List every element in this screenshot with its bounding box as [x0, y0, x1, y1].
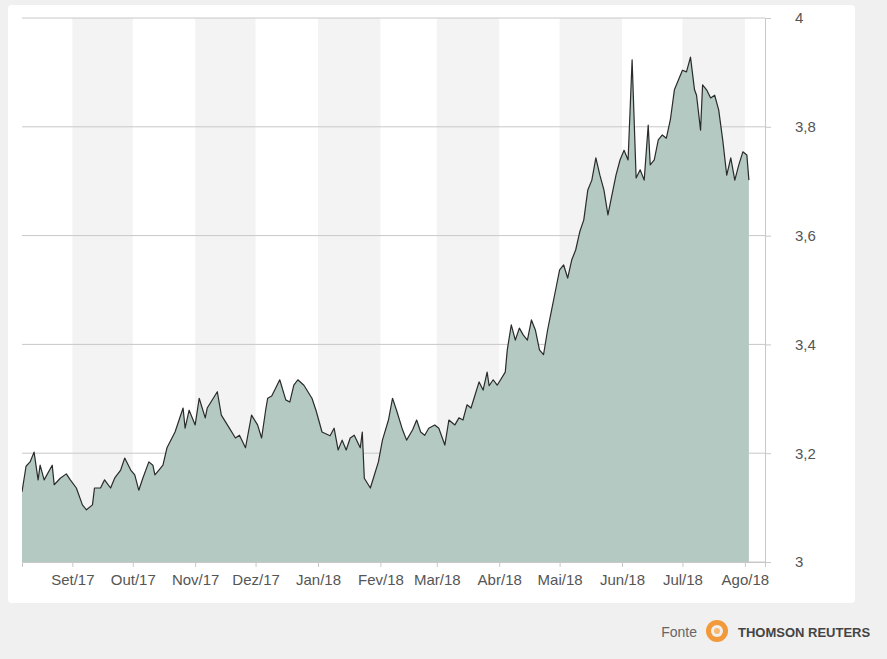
source-name: THOMSON REUTERS [738, 625, 871, 640]
x-tick-label: Nov/17 [172, 571, 220, 588]
x-tick-label: Set/17 [51, 571, 94, 588]
x-tick-label: Jun/18 [600, 571, 645, 588]
x-tick: Dez/17 [232, 562, 280, 588]
chart: Set/17 Out/17 Nov/17 Dez/17 Jan/18 Fev/18 Mar/… [0, 0, 887, 659]
x-tick-mark [380, 562, 381, 567]
y-tick: 3,8 [765, 118, 816, 135]
x-tick-mark [560, 562, 561, 567]
x-tick: Mai/18 [538, 562, 583, 588]
y-tick-mark [765, 562, 771, 563]
x-tick-label: Jan/18 [296, 571, 341, 588]
x-tick-mark [318, 562, 319, 567]
x-tick: Jul/18 [663, 562, 703, 588]
card [8, 5, 855, 603]
x-tick: Mar/18 [414, 562, 461, 588]
x-tick: Fev/18 [358, 562, 404, 588]
y-tick-label: 3,6 [795, 227, 816, 244]
source-label: Fonte [661, 624, 697, 640]
source: Fonte THOMSON REUTERS [661, 620, 870, 642]
x-axis-line [23, 563, 766, 568]
grid-line [22, 18, 765, 19]
x-tick-label: Dez/17 [232, 571, 280, 588]
y-tick-mark [765, 18, 771, 19]
plot-area [22, 57, 749, 562]
y-tick-mark [765, 127, 771, 128]
x-tick-label: Out/17 [111, 571, 156, 588]
x-tick: Nov/17 [172, 562, 220, 588]
source-logo [706, 620, 728, 642]
x-tick-label: Mar/18 [414, 571, 461, 588]
x-tick: Set/17 [51, 562, 94, 588]
line [22, 57, 749, 510]
x-tick-label: Abr/18 [478, 571, 522, 588]
x-tick-mark [437, 562, 438, 567]
y-tick: 4 [765, 9, 803, 26]
x-tick-label: Fev/18 [358, 571, 404, 588]
x-tick: Abr/18 [478, 562, 522, 588]
y-tick: 3,2 [765, 445, 816, 462]
x-axis: Set/17 Out/17 Nov/17 Dez/17 Jan/18 Fev/18 Mar/… [23, 562, 770, 588]
y-tick-label: 3,8 [795, 118, 816, 135]
grid [22, 18, 765, 562]
x-tick-mark [256, 562, 257, 567]
page-background [0, 0, 887, 659]
y-tick-label: 3,2 [795, 445, 816, 462]
x-tick-mark [195, 562, 196, 567]
y-tick-label: 4 [795, 9, 803, 26]
logo-hole [711, 625, 723, 637]
x-tick-mark [682, 562, 683, 567]
y-axis: 3 3,2 3,4 3,6 3,8 4 [765, 9, 816, 570]
area [22, 57, 749, 562]
x-tick-mark [745, 562, 746, 567]
x-tick-label: Mai/18 [538, 571, 583, 588]
grid-line [22, 126, 765, 127]
y-tick: 3,6 [765, 227, 816, 244]
y-tick-label: 3,4 [795, 336, 816, 353]
x-tick: Ago/18 [722, 562, 770, 588]
x-tick-mark [133, 562, 134, 567]
x-tick-mark [622, 562, 623, 567]
y-tick: 3,4 [765, 336, 816, 353]
x-tick: Jun/18 [600, 562, 645, 588]
y-tick: 3 [765, 553, 803, 570]
y-tick-mark [765, 236, 771, 237]
x-tick-label: Jul/18 [663, 571, 703, 588]
y-tick-mark [765, 453, 771, 454]
y-tick-mark [765, 344, 771, 345]
logo-circle [706, 620, 728, 642]
x-tick-label: Ago/18 [722, 571, 770, 588]
x-tick-mark [499, 562, 500, 567]
y-axis-line [766, 19, 772, 563]
x-tick: Jan/18 [296, 562, 341, 588]
x-tick-mark [72, 562, 73, 567]
x-tick: Out/17 [111, 562, 156, 588]
y-tick-label: 3 [795, 553, 803, 570]
logo-dot [714, 628, 720, 634]
